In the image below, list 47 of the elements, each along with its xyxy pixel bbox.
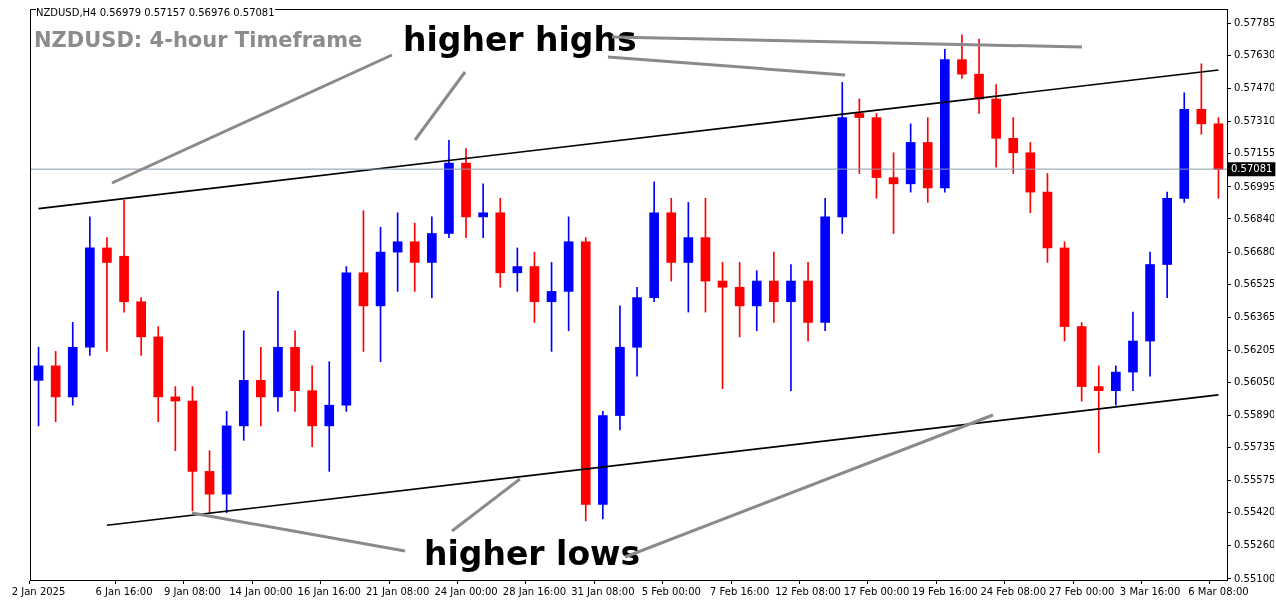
x-tick-label: 19 Feb 16:00 — [912, 585, 978, 597]
x-tick-label: 9 Jan 08:00 — [163, 585, 221, 597]
x-tick-label: 2 Jan 2025 — [11, 585, 66, 597]
y-tick-label: 0.56840 — [1234, 212, 1276, 224]
y-tick-label: 0.56680 — [1234, 245, 1276, 257]
x-tick-label: 16 Jan 16:00 — [297, 585, 361, 597]
candlestick — [478, 183, 488, 238]
candlestick — [256, 346, 266, 427]
x-tick-label: 21 Jan 08:00 — [365, 585, 430, 597]
y-tick-label: 0.57630 — [1234, 49, 1276, 61]
y-tick-label: 0.57470 — [1234, 82, 1276, 94]
x-tick-label: 12 Feb 08:00 — [775, 585, 841, 597]
y-tick-label: 0.56050 — [1234, 376, 1276, 388]
ref-line-label: 0.57081 — [1231, 162, 1273, 174]
y-tick-label: 0.56995 — [1234, 180, 1276, 192]
x-tick-label: 17 Feb 00:00 — [843, 585, 910, 597]
x-tick-label: 24 Feb 08:00 — [980, 585, 1047, 597]
y-tick-label: 0.57310 — [1234, 115, 1276, 127]
annotation: higher highs — [403, 20, 637, 59]
candlestick — [1093, 365, 1104, 454]
x-tick-label: 5 Feb 00:00 — [641, 585, 701, 597]
y-tick-label: 0.55735 — [1234, 441, 1276, 453]
x-tick-label: 14 Jan 00:00 — [229, 585, 293, 597]
x-tick-label: 31 Jan 08:00 — [571, 585, 635, 597]
y-tick-label: 0.56365 — [1234, 310, 1276, 322]
candlestick — [786, 264, 796, 392]
y-tick-label: 0.56205 — [1234, 343, 1276, 355]
y-tick-label: 0.56525 — [1234, 277, 1276, 289]
candlestick — [324, 361, 335, 472]
x-tick-label: 3 Mar 16:00 — [1119, 585, 1181, 597]
x-tick-label: 7 Feb 16:00 — [710, 585, 770, 597]
y-tick-label: 0.55100 — [1234, 572, 1276, 584]
annotation: higher lows — [424, 534, 641, 573]
x-tick-label: 6 Mar 08:00 — [1188, 585, 1249, 597]
candlestick — [102, 237, 112, 352]
x-tick-label: 6 Jan 16:00 — [95, 585, 153, 597]
y-tick-label: 0.55890 — [1234, 409, 1276, 421]
y-tick-label: 0.57785 — [1234, 17, 1276, 29]
x-tick-label: 28 Jan 16:00 — [502, 585, 567, 597]
x-tick-label: 24 Jan 00:00 — [434, 585, 498, 597]
text: NZDUSD: 4-hour Timeframe — [34, 28, 363, 52]
annotation: NZDUSD,H4 0.56979 0.57157 0.56976 0.57081 — [36, 7, 275, 18]
y-tick-label: 0.55575 — [1234, 474, 1276, 486]
x-tick-label: 27 Feb 00:00 — [1048, 585, 1115, 597]
y-tick-label: 0.55420 — [1234, 506, 1276, 518]
y-tick-label: 0.55260 — [1234, 539, 1276, 551]
y-tick-label: 0.57155 — [1234, 147, 1276, 159]
